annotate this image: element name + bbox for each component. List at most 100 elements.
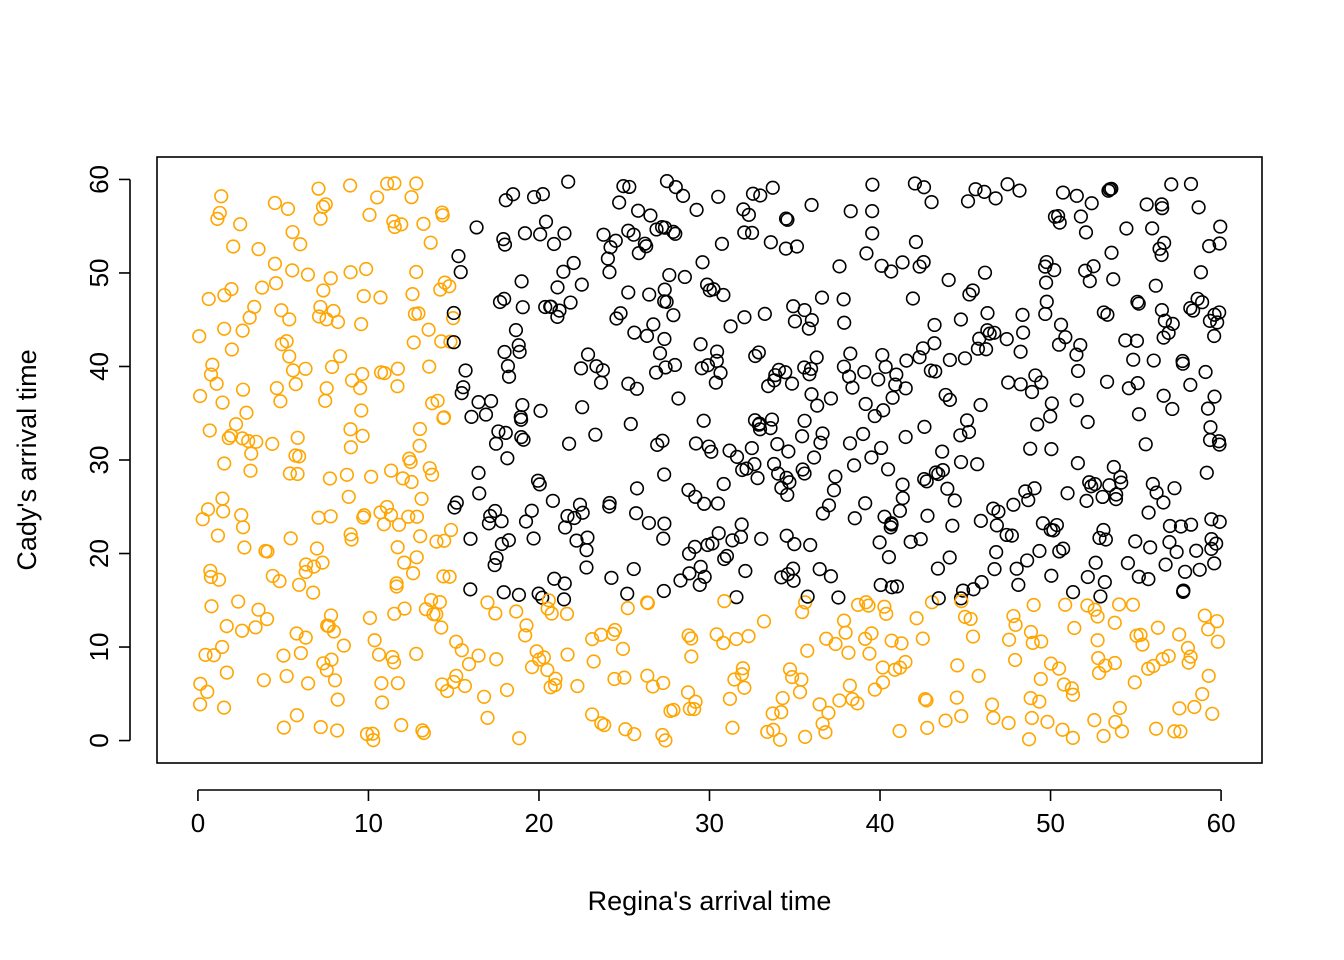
data-point-orange [954,708,969,724]
data-point-black [530,473,546,488]
data-point-orange [343,440,358,455]
data-point-orange [1108,714,1123,730]
data-point-orange [215,395,230,410]
data-point-black [1009,561,1024,576]
data-point-black [642,287,657,302]
data-point-black [843,204,858,219]
data-point-black [763,235,778,250]
data-point-black [700,537,715,553]
data-point-black [845,380,860,395]
data-point-black [533,227,548,242]
data-point-black [621,376,636,391]
data-point-orange [1087,713,1102,728]
data-point-black [1202,239,1217,254]
data-point-black [709,344,725,359]
data-point-orange [395,471,410,486]
data-point-black [656,531,671,546]
x-tick-label: 30 [695,808,724,838]
data-point-orange [413,529,428,544]
data-point-orange [615,641,631,657]
data-point-black [801,321,816,336]
data-point-black [907,176,923,191]
data-point-black [846,458,862,473]
data-point-orange [965,629,981,644]
data-point-black [781,444,796,459]
data-point-black [682,566,697,581]
data-point-black [881,550,897,565]
data-point-black [487,557,502,573]
data-point-orange [373,290,388,305]
data-point-black [1183,517,1199,532]
data-point-black [494,514,509,529]
data-point-black [940,481,955,496]
data-point-black [563,295,578,310]
data-point-black [924,194,939,210]
data-point-orange [845,692,860,707]
data-point-black [1096,305,1111,320]
data-point-orange [480,710,495,726]
data-point-black [657,294,672,309]
data-point-black [673,573,688,588]
data-point-orange [371,647,387,662]
data-point-black [905,291,921,306]
data-point-orange [519,618,534,633]
data-point-black [666,224,681,239]
data-point-orange [406,335,421,350]
data-point-orange [725,720,740,735]
data-point-black [1069,347,1084,362]
data-point-orange [235,323,250,338]
data-point-orange [950,658,965,673]
data-point-black [514,430,529,445]
data-point-black [895,255,910,270]
data-point-black [487,503,503,519]
data-point-black [942,352,957,368]
data-point-orange [821,705,836,720]
data-point-orange [457,678,473,694]
data-point-orange [319,381,334,396]
data-point-orange [376,517,392,532]
data-point-black [483,394,499,409]
data-point-black [991,504,1006,519]
data-point-black [913,532,928,547]
data-point-orange [1125,597,1141,612]
data-point-black [803,537,818,553]
data-point-orange [282,466,297,481]
data-point-black [1169,544,1184,560]
data-point-orange [269,380,284,396]
data-point-black [1021,493,1036,508]
data-point-black [621,223,636,238]
data-point-black [1192,562,1207,577]
data-point-orange [228,417,244,432]
data-point-black [874,440,889,456]
data-point-black [733,529,749,544]
data-point-orange [215,639,230,655]
data-point-black [738,563,753,579]
data-point-black [912,259,927,274]
data-point-black [843,346,858,361]
data-point-black [1056,541,1071,556]
data-point-black [545,493,560,508]
data-point-orange [412,421,428,437]
data-point-black [815,426,830,441]
data-point-orange [782,662,798,677]
data-point-orange [547,677,563,693]
data-point-black [1093,589,1108,604]
data-point-black [535,590,550,605]
data-point-black [1039,254,1054,270]
data-point-orange [586,654,601,669]
data-point-orange [377,366,392,381]
data-point-orange [480,595,495,610]
data-point-orange [316,656,331,671]
data-point-black [809,350,824,365]
data-point-orange [390,379,405,394]
data-point-black [1207,556,1222,571]
data-point-orange [735,661,751,676]
data-point-orange [204,599,219,614]
data-point-orange [311,309,327,324]
data-point-orange [1172,627,1187,642]
y-tick-label: 20 [84,539,114,568]
data-point-black [711,526,726,541]
data-point-orange [645,679,660,694]
data-point-black [836,292,851,307]
